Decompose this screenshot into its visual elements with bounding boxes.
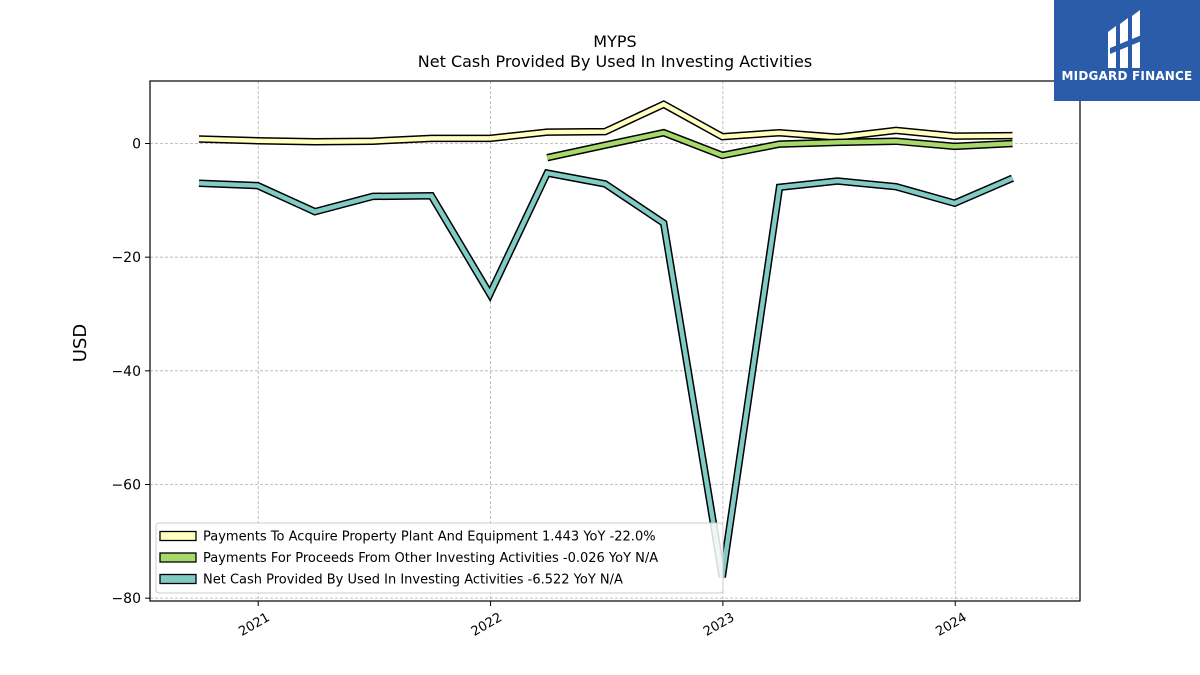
y-tick-label: −80 <box>111 591 141 607</box>
legend-entry: Payments For Proceeds From Other Investi… <box>203 551 658 566</box>
chart-subtitle: Net Cash Provided By Used In Investing A… <box>418 52 812 71</box>
legend-entry: Net Cash Provided By Used In Investing A… <box>203 573 623 588</box>
legend-box <box>155 522 724 594</box>
brand-logo: MIDGARD FINANCE <box>1054 0 1200 101</box>
legend-entry: Payments To Acquire Property Plant And E… <box>203 530 656 545</box>
x-tick-label: 2022 <box>469 610 505 640</box>
legend-swatch <box>159 573 197 585</box>
grid-lines <box>150 81 1080 601</box>
y-tick-label: −60 <box>111 477 141 493</box>
plot-area-frame <box>149 80 1081 602</box>
legend-swatch <box>159 552 197 563</box>
x-tick-label: 2024 <box>933 610 969 640</box>
series-lines <box>198 100 1014 578</box>
y-tick-label: −40 <box>111 364 141 380</box>
series-line-0 <box>198 101 1013 145</box>
y-tick-label: 0 <box>132 137 141 153</box>
x-tick-label: 2023 <box>701 610 737 640</box>
chart-title: MYPS <box>593 32 636 51</box>
y-tick-label: −20 <box>111 250 141 266</box>
series-line-outline-2 <box>198 168 1014 578</box>
y-axis-label: USD <box>70 324 91 362</box>
series-line-outline-0 <box>198 100 1013 146</box>
x-tick-label: 2021 <box>236 610 272 640</box>
legend-swatch <box>159 530 197 542</box>
series-line-1 <box>546 130 1013 160</box>
series-line-2 <box>198 170 1014 578</box>
legend: Payments To Acquire Property Plant And E… <box>155 522 724 594</box>
midgard-logo-icon <box>1108 10 1144 68</box>
brand-name: MIDGARD FINANCE <box>1061 69 1193 83</box>
